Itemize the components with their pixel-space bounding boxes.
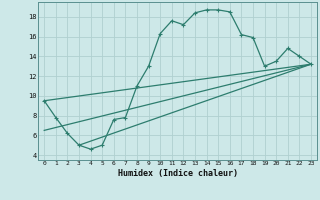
X-axis label: Humidex (Indice chaleur): Humidex (Indice chaleur) xyxy=(118,169,238,178)
